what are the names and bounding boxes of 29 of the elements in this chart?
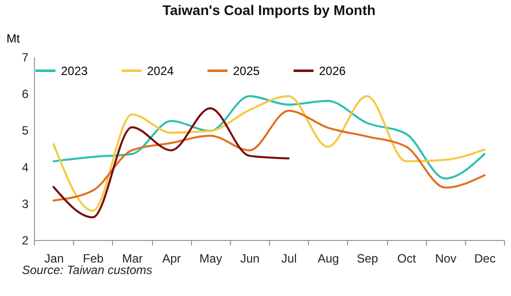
legend-label: 2026 <box>319 64 346 78</box>
line-series <box>52 95 486 212</box>
x-tick-label: May <box>199 252 222 266</box>
line-series <box>52 95 486 180</box>
y-axis-title: Mt <box>6 32 20 46</box>
x-tick-label: Dec <box>474 252 496 266</box>
source-note: Source: Taiwan customs <box>22 263 152 277</box>
chart-title: Taiwan's Coal Imports by Month <box>162 2 376 18</box>
y-tick-label: 3 <box>22 196 29 211</box>
x-tick-label: Jan <box>44 252 64 266</box>
legend-label: 2025 <box>233 64 260 78</box>
x-tick-label: Feb <box>82 252 104 266</box>
y-tick-label: 2 <box>22 234 29 248</box>
line-series <box>52 107 290 218</box>
y-tick-label: 7 <box>22 50 29 64</box>
x-tick-label: Jun <box>240 252 260 266</box>
x-tick-label: Apr <box>162 252 181 266</box>
x-tick-label: Jul <box>281 252 297 266</box>
x-tick-label: Aug <box>318 252 339 266</box>
y-tick-label: 5 <box>22 124 29 138</box>
x-tick-label: Oct <box>397 252 417 266</box>
x-tick-label: Nov <box>435 252 456 266</box>
legend-label: 2023 <box>61 64 88 78</box>
x-tick-label: Mar <box>122 252 143 266</box>
legend-label: 2024 <box>147 64 174 78</box>
y-tick-label: 6 <box>22 87 29 102</box>
line-series <box>52 110 486 202</box>
y-tick-label: 4 <box>22 160 29 174</box>
x-tick-label: Sep <box>356 252 378 266</box>
